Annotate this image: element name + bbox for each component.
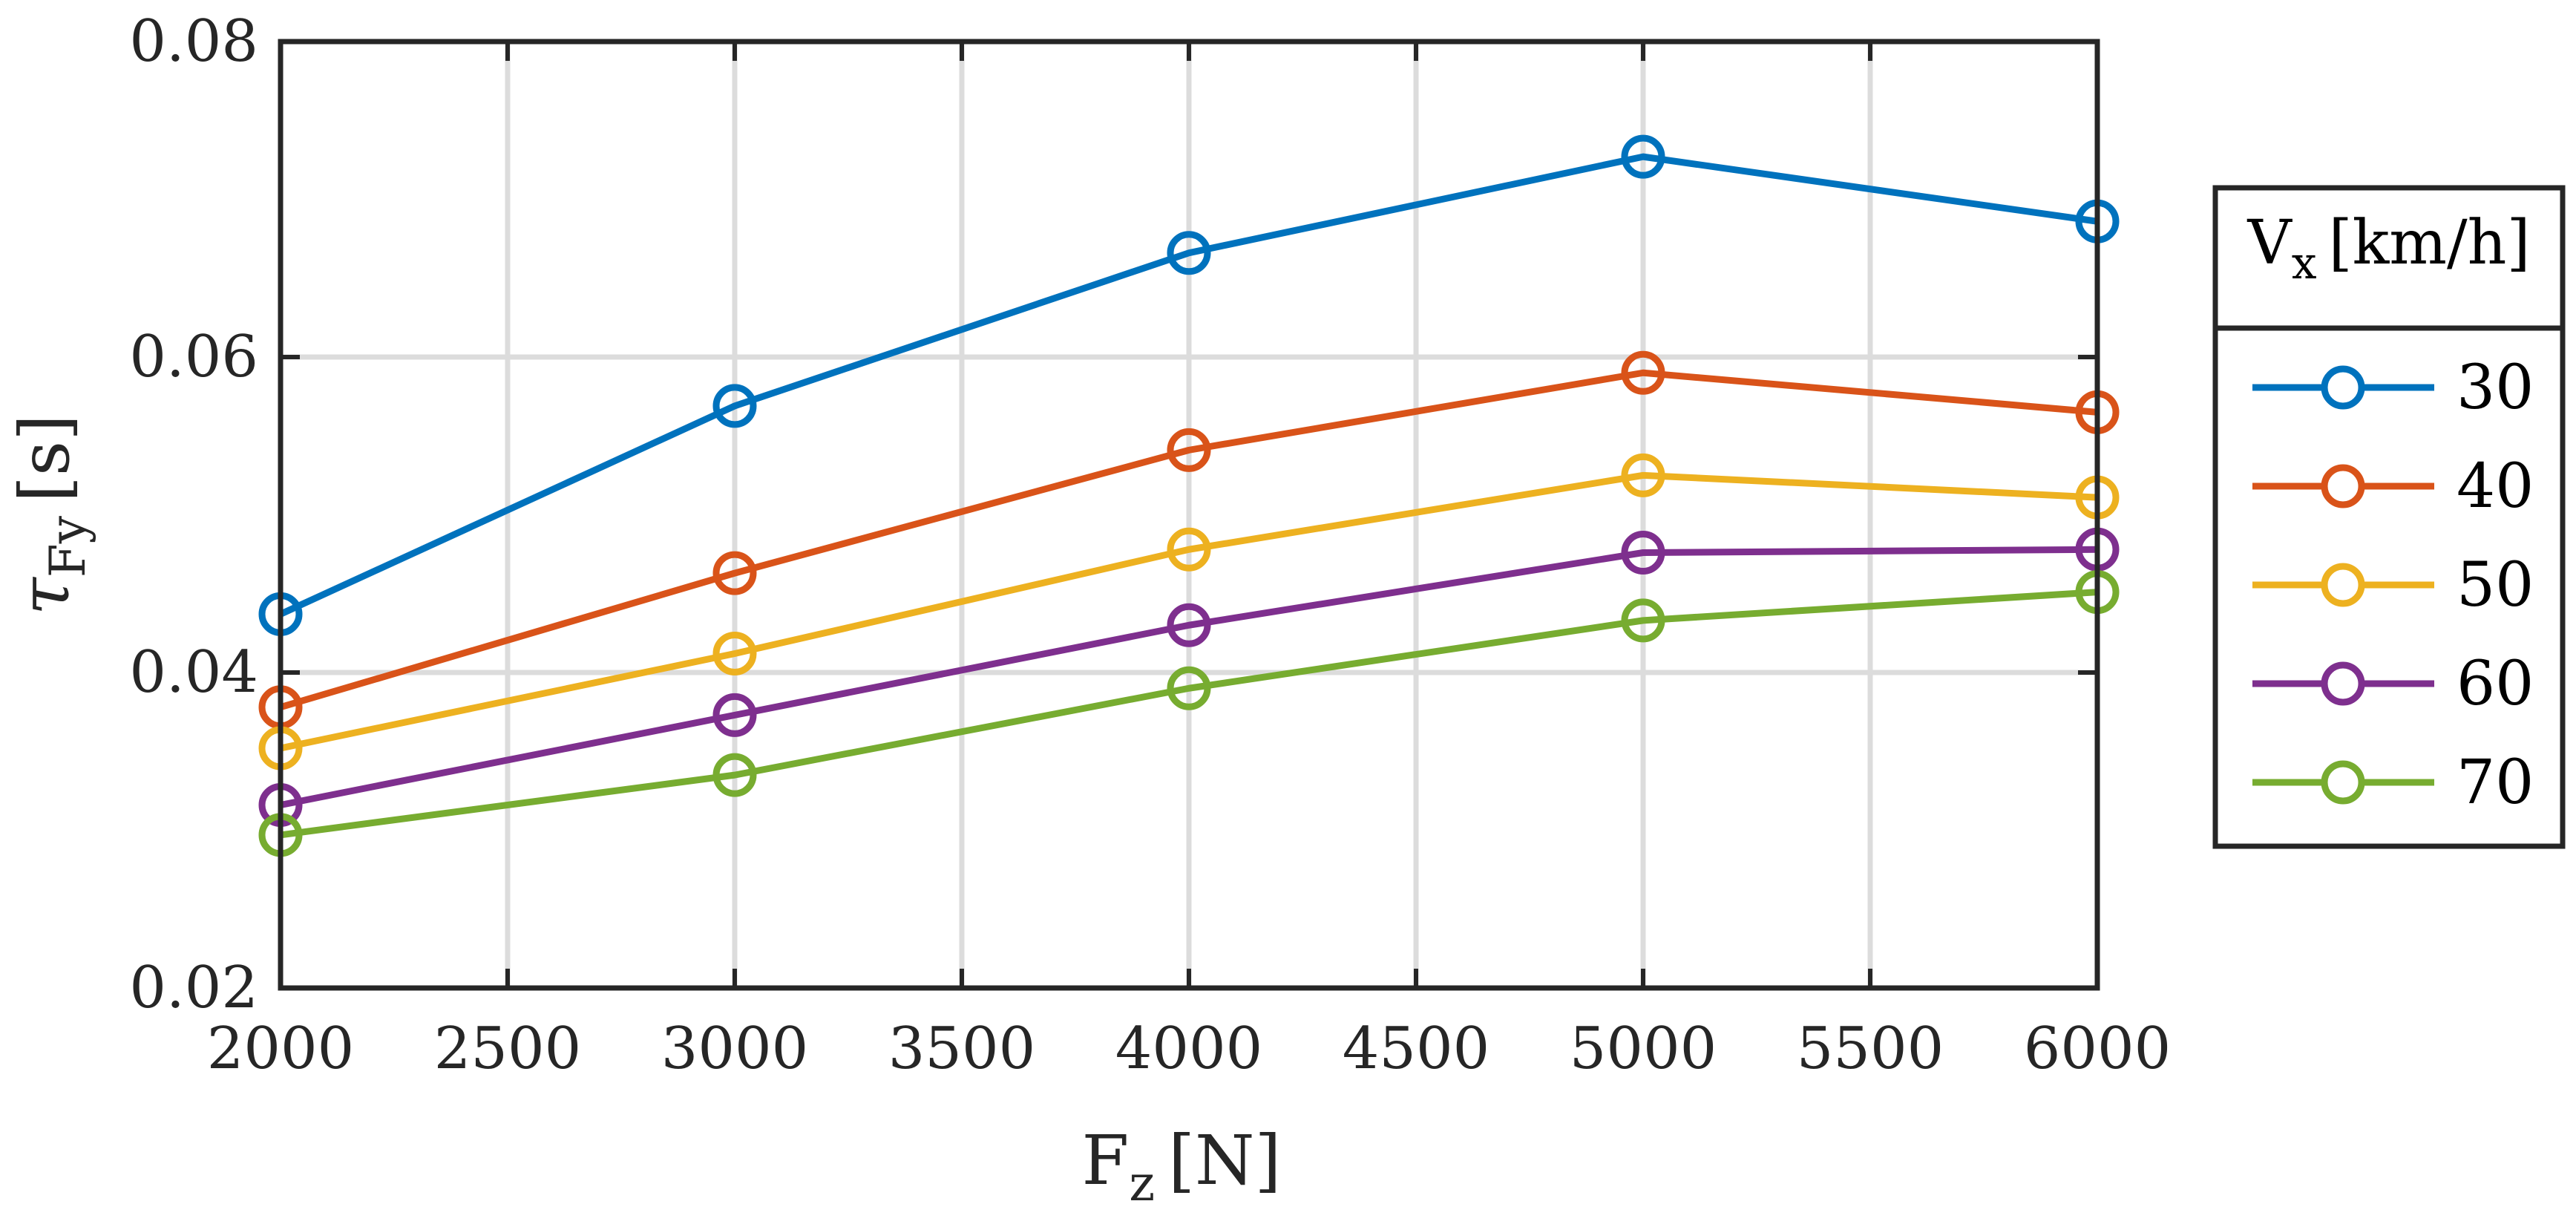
data-point-70 bbox=[1167, 666, 1211, 710]
data-point-40 bbox=[1167, 428, 1211, 472]
legend-label-30: 30 bbox=[2457, 353, 2534, 423]
series-line-60 bbox=[280, 546, 2098, 808]
legend-marker-30 bbox=[2321, 365, 2365, 410]
legend-box bbox=[2212, 185, 2566, 849]
data-point-30 bbox=[1621, 134, 1665, 179]
data-point-60 bbox=[1621, 531, 1665, 575]
legend-marker-50 bbox=[2321, 563, 2365, 607]
x-tick-label: 3500 bbox=[888, 1015, 1036, 1082]
y-axis-title-subscript: Fy bbox=[39, 515, 96, 577]
data-point-50 bbox=[1167, 527, 1211, 572]
data-point-60 bbox=[712, 693, 757, 737]
data-point-30 bbox=[712, 384, 757, 428]
data-point-40 bbox=[712, 551, 757, 595]
data-point-70 bbox=[1621, 598, 1665, 643]
legend-title-main: V bbox=[2247, 208, 2293, 278]
series-line-30 bbox=[279, 153, 2098, 618]
y-axis-title-main: τ bbox=[5, 576, 85, 615]
x-tick-label: 5000 bbox=[1570, 1015, 1717, 1082]
legend-item-40: 40 bbox=[2252, 451, 2534, 522]
series-group bbox=[258, 134, 2120, 857]
legend-label-60: 60 bbox=[2457, 649, 2534, 719]
legend-items: 30 40 50 60 70 bbox=[2252, 353, 2534, 818]
series-line-70 bbox=[280, 589, 2098, 839]
x-tick-label: 4500 bbox=[1343, 1015, 1490, 1082]
y-tick-label: 0.08 bbox=[129, 8, 258, 75]
legend: Vx [km/h] 30 40 50 60 70 bbox=[2212, 185, 2566, 849]
data-point-50 bbox=[1621, 453, 1665, 497]
data-point-30 bbox=[1167, 231, 1211, 275]
legend-marker-60 bbox=[2321, 661, 2365, 706]
series-line-40 bbox=[279, 369, 2098, 711]
x-tick-label: 6000 bbox=[2024, 1015, 2172, 1082]
legend-marker-40 bbox=[2321, 464, 2365, 508]
legend-item-60: 60 bbox=[2252, 649, 2534, 719]
legend-label-40: 40 bbox=[2457, 451, 2534, 522]
x-axis-title-unit: [N] bbox=[1168, 1121, 1281, 1200]
series-40 bbox=[258, 350, 2120, 730]
data-point-70 bbox=[712, 753, 757, 797]
legend-title-unit: [km/h] bbox=[2329, 208, 2531, 278]
y-axis-title: τFy [s] bbox=[5, 414, 96, 615]
legend-label-70: 70 bbox=[2457, 747, 2534, 818]
data-point-50 bbox=[712, 632, 757, 675]
y-axis-title-unit: [s] bbox=[5, 414, 85, 503]
x-axis-title-subscript: z bbox=[1129, 1155, 1155, 1212]
legend-item-50: 50 bbox=[2252, 550, 2534, 621]
legend-title-subscript: x bbox=[2292, 238, 2317, 289]
y-tick-label: 0.04 bbox=[129, 639, 258, 706]
y-tick-label: 0.06 bbox=[129, 324, 258, 390]
legend-item-70: 70 bbox=[2252, 747, 2534, 818]
x-axis-title-main: F bbox=[1082, 1121, 1130, 1200]
x-tick-label: 2500 bbox=[434, 1015, 582, 1082]
x-tick-label: 3000 bbox=[661, 1015, 809, 1082]
legend-title: Vx [km/h] bbox=[2247, 208, 2531, 289]
x-axis-title: Fz [N] bbox=[1082, 1121, 1282, 1212]
series-line-50 bbox=[280, 471, 2098, 752]
legend-label-50: 50 bbox=[2457, 550, 2534, 621]
x-tick-label: 2000 bbox=[207, 1015, 355, 1082]
legend-item-30: 30 bbox=[2252, 353, 2534, 423]
legend-marker-70 bbox=[2321, 760, 2365, 805]
data-point-40 bbox=[1621, 350, 1665, 395]
y-tick-label: 0.02 bbox=[129, 955, 258, 1021]
axis-ticks: 2000 2500 3000 3500 4000 4500 5000 5500 6000 0.02… bbox=[129, 8, 2171, 1082]
data-point-60 bbox=[1167, 603, 1211, 647]
y-axis-title-group: τFy [s] bbox=[5, 414, 96, 615]
x-tick-label: 4000 bbox=[1115, 1015, 1263, 1082]
x-tick-label: 5500 bbox=[1797, 1015, 1944, 1082]
